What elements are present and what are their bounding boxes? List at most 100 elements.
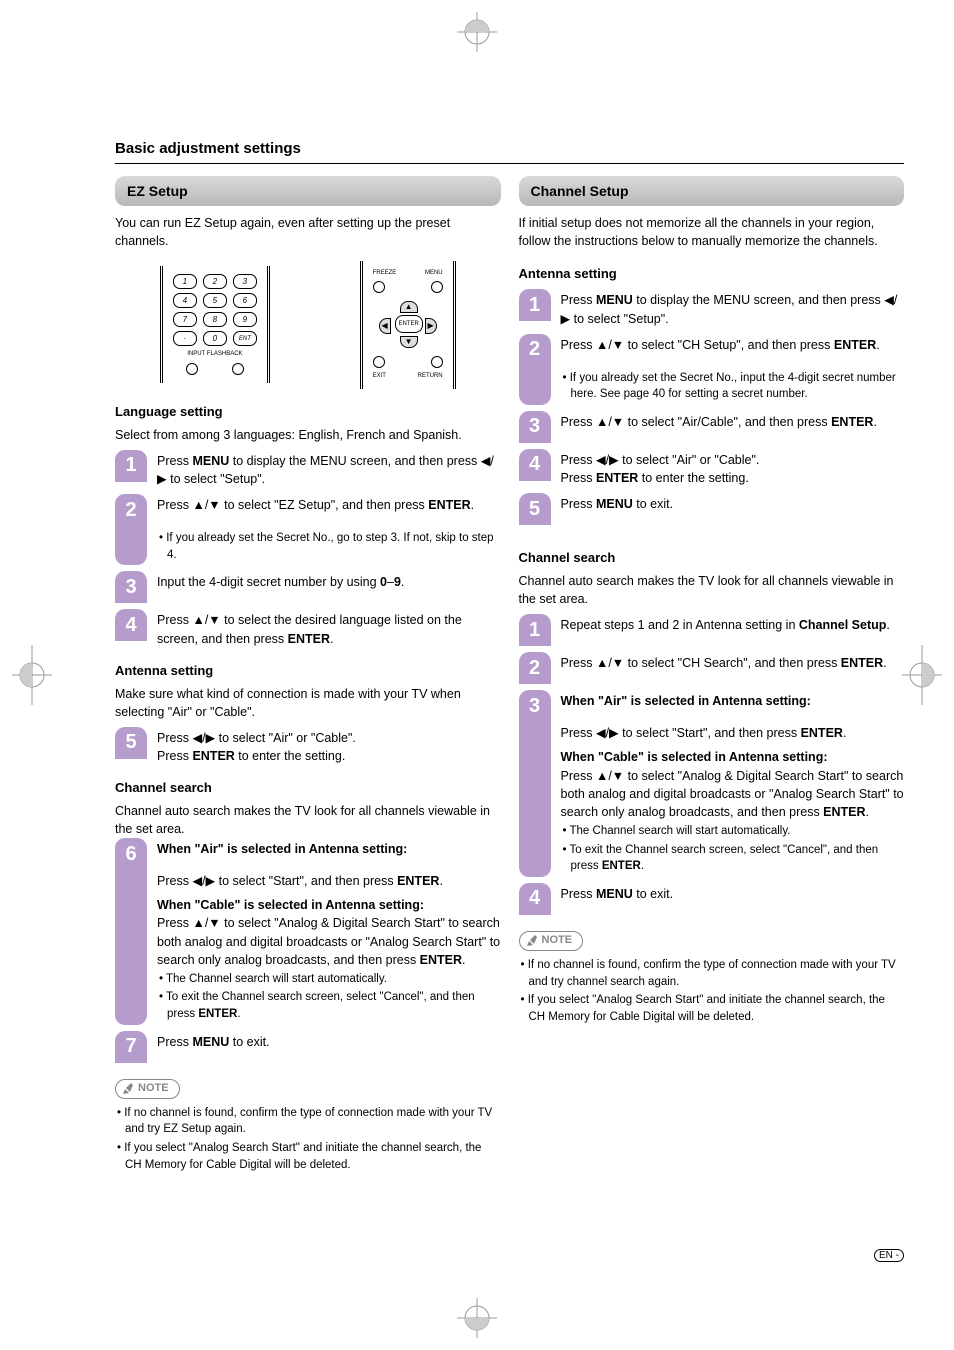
channel-search-intro-right: Channel auto search makes the TV look fo… (519, 572, 905, 608)
keypad-sublabel: INPUT FLASHBACK (187, 350, 242, 359)
rs-step-3-bullet-1: • The Channel search will start automati… (561, 823, 905, 840)
r-step-tail-2 (519, 366, 551, 405)
down-arrow-icon: ▼ (400, 336, 418, 348)
r-step-badge-3: 3 (519, 411, 551, 443)
pencil-icon (526, 935, 538, 947)
note-badge-left: NOTE (115, 1079, 180, 1099)
step-badge-5: 5 (115, 727, 147, 759)
step-6-bullet-1: • The Channel search will start automati… (157, 971, 501, 988)
r-step-badge-1: 1 (519, 289, 551, 321)
return-label: RETURN (418, 372, 443, 381)
pencil-icon (122, 1083, 134, 1095)
step-badge-6: 6 (115, 838, 147, 870)
title-rule (115, 163, 904, 164)
step-1-body: Press MENU to display the MENU screen, a… (157, 450, 501, 488)
rs-step-3-bullet-2: • To exit the Channel search screen, sel… (561, 842, 905, 875)
rs-step-3-cable-head: When "Cable" is selected in Antenna sett… (561, 748, 905, 766)
step-tail-2 (115, 526, 147, 565)
crop-mark-right (902, 635, 942, 715)
step-2-bullet: • If you already set the Secret No., go … (157, 530, 501, 563)
rs-step-badge-3: 3 (519, 690, 551, 722)
exit-label: EXIT (373, 372, 386, 381)
ez-setup-header: EZ Setup (115, 176, 501, 206)
key-0: 0 (203, 331, 227, 346)
rs-step-2-body: Press ▲/▼ to select "CH Search", and the… (561, 652, 905, 672)
language-badge: EN - (874, 1249, 904, 1262)
step-badge-4: 4 (115, 609, 147, 641)
right-column: Channel Setup If initial setup does not … (519, 176, 905, 1175)
r-step-5-body: Press MENU to exit. (561, 493, 905, 513)
antenna-setting-intro-left: Make sure what kind of connection is mad… (115, 685, 501, 721)
crop-mark-left (12, 635, 52, 715)
rs-step-badge-4: 4 (519, 883, 551, 915)
key-7: 7 (173, 312, 197, 327)
r-step-badge-4: 4 (519, 449, 551, 481)
note-right-2: • If you select "Analog Search Start" an… (519, 992, 905, 1025)
up-arrow-icon: ▲ (400, 301, 418, 313)
r-step-1-body: Press MENU to display the MENU screen, a… (561, 289, 905, 327)
rs-step-tail-3 (519, 722, 551, 877)
key-2: 2 (203, 274, 227, 289)
step-badge-3: 3 (115, 571, 147, 603)
r-step-badge-5: 5 (519, 493, 551, 525)
remote-diagrams: 123 456 789 ·0ENT INPUT FLASHBACK FREEZE… (115, 261, 501, 389)
step-6-air-body: Press ◀/▶ to select "Start", and then pr… (157, 872, 501, 890)
step-6-bullet-2: • To exit the Channel search screen, sel… (157, 989, 501, 1022)
page-title: Basic adjustment settings (115, 140, 904, 157)
left-arrow-icon: ◀ (379, 318, 391, 334)
channel-setup-intro: If initial setup does not memorize all t… (519, 214, 905, 250)
left-column: EZ Setup You can run EZ Setup again, eve… (115, 176, 501, 1175)
r-step-3-body: Press ▲/▼ to select "Air/Cable", and the… (561, 411, 905, 431)
key-ent: ENT (233, 331, 257, 346)
rs-step-1-body: Repeat steps 1 and 2 in Antenna setting … (561, 614, 905, 634)
antenna-setting-heading-left: Antenna setting (115, 662, 501, 681)
freeze-circle-icon (373, 281, 385, 293)
step-2-body: Press ▲/▼ to select "EZ Setup", and then… (157, 494, 501, 526)
key-3: 3 (233, 274, 257, 289)
note-left-2: • If you select "Analog Search Start" an… (115, 1140, 501, 1173)
language-setting-intro: Select from among 3 languages: English, … (115, 426, 501, 444)
key-9: 9 (233, 312, 257, 327)
channel-search-intro-left: Channel auto search makes the TV look fo… (115, 802, 501, 838)
step-badge-2: 2 (115, 494, 147, 526)
key-6: 6 (233, 293, 257, 308)
channel-search-heading-right: Channel search (519, 549, 905, 568)
navpad-diagram: FREEZEMENU ▲ ▼ ◀ ▶ ENTER EXITRETURN (360, 261, 456, 389)
note-right-1: • If no channel is found, confirm the ty… (519, 957, 905, 990)
rs-step-3-air-head: When "Air" is selected in Antenna settin… (561, 692, 905, 710)
step-badge-7: 7 (115, 1031, 147, 1063)
right-arrow-icon: ▶ (425, 318, 437, 334)
return-circle-icon (431, 356, 443, 368)
step-6-cable-head: When "Cable" is selected in Antenna sett… (157, 896, 501, 914)
note-left-1: • If no channel is found, confirm the ty… (115, 1105, 501, 1138)
enter-button-icon: ENTER (395, 315, 423, 333)
exit-circle-icon (373, 356, 385, 368)
flashback-circle-icon (232, 363, 244, 375)
menu-label: MENU (425, 269, 443, 278)
r-step-badge-2: 2 (519, 334, 551, 366)
channel-search-heading-left: Channel search (115, 779, 501, 798)
r-step-4-body: Press ◀/▶ to select "Air" or "Cable".Pre… (561, 449, 905, 487)
rs-step-3-cable-body: Press ▲/▼ to select "Analog & Digital Se… (561, 767, 905, 821)
rs-step-badge-1: 1 (519, 614, 551, 646)
language-setting-heading: Language setting (115, 403, 501, 422)
step-6-cable-body: Press ▲/▼ to select "Analog & Digital Se… (157, 914, 501, 968)
key-1: 1 (173, 274, 197, 289)
keypad-diagram: 123 456 789 ·0ENT INPUT FLASHBACK (160, 266, 270, 383)
key-dot: · (173, 331, 197, 346)
note-badge-right: NOTE (519, 931, 584, 951)
key-4: 4 (173, 293, 197, 308)
input-circle-icon (186, 363, 198, 375)
step-tail-6 (115, 870, 147, 1025)
step-7-body: Press MENU to exit. (157, 1031, 501, 1051)
channel-setup-header: Channel Setup (519, 176, 905, 206)
menu-circle-icon (431, 281, 443, 293)
step-badge-1: 1 (115, 450, 147, 482)
r-step-2-bullet: • If you already set the Secret No., inp… (561, 370, 905, 403)
step-3-body: Input the 4-digit secret number by using… (157, 571, 501, 591)
rs-step-3-air-body: Press ◀/▶ to select "Start", and then pr… (561, 724, 905, 742)
r-step-2-body: Press ▲/▼ to select "CH Setup", and then… (561, 334, 905, 366)
key-8: 8 (203, 312, 227, 327)
rs-step-4-body: Press MENU to exit. (561, 883, 905, 903)
crop-mark-bottom (447, 1298, 507, 1338)
